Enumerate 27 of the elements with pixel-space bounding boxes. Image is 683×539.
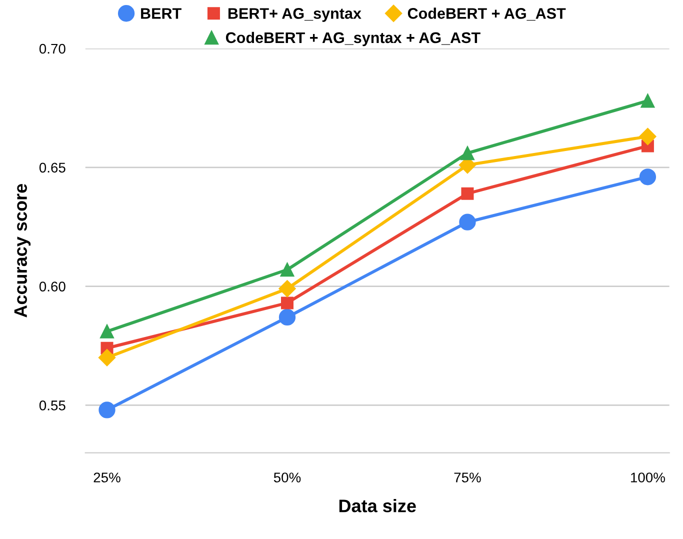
x-tick-label: 50% bbox=[274, 472, 301, 482]
y-axis-title: Accuracy score bbox=[14, 184, 31, 318]
point bbox=[459, 214, 476, 230]
x-tick-label: 75% bbox=[454, 472, 481, 482]
point bbox=[98, 402, 116, 418]
y-tick-label: 0.65 bbox=[39, 162, 66, 173]
point bbox=[461, 187, 474, 200]
x-tick-label: 25% bbox=[94, 472, 120, 482]
y-tick-label: 0.70 bbox=[39, 44, 66, 54]
x-tick-label: 100% bbox=[631, 472, 665, 482]
point bbox=[280, 296, 294, 310]
point bbox=[98, 349, 116, 366]
x-axis-title: Data size bbox=[339, 499, 416, 512]
legend-label: CodeBERT + AG_AST bbox=[408, 8, 566, 21]
point bbox=[100, 324, 114, 338]
legend-label: BERT+ AG_syntax bbox=[228, 8, 362, 22]
legend-label: CodeBERT + AG_syntax + AG_AST bbox=[226, 32, 480, 46]
legend-label: BERT bbox=[141, 8, 182, 19]
point bbox=[278, 308, 296, 326]
point bbox=[278, 280, 296, 298]
point bbox=[639, 168, 656, 186]
point bbox=[460, 146, 474, 160]
point bbox=[639, 128, 656, 146]
y-tick-label: 0.55 bbox=[39, 400, 66, 410]
point bbox=[640, 94, 655, 108]
point bbox=[280, 262, 294, 277]
y-tick-label: 0.60 bbox=[39, 282, 66, 292]
